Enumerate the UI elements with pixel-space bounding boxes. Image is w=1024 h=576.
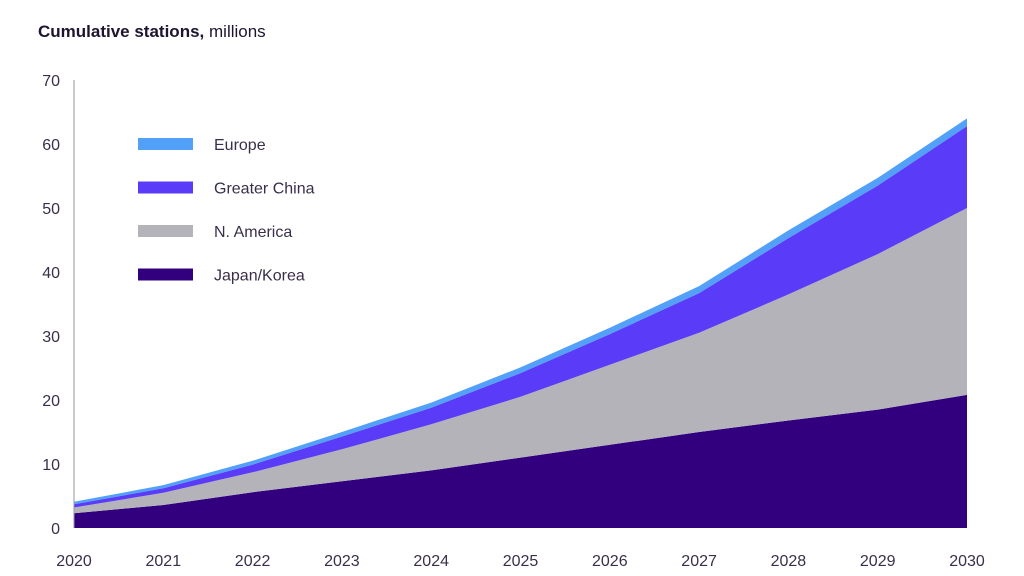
legend-label: Japan/Korea (214, 268, 305, 285)
legend-item-greater-china: Greater China (138, 181, 315, 198)
y-tick-label: 40 (42, 265, 60, 282)
x-tick-label: 2028 (771, 553, 807, 570)
x-axis-ticks: 2020 2021 2022 2023 2024 2025 2026 2027 2028 2029… (56, 553, 985, 570)
x-tick-label: 2021 (146, 553, 182, 570)
y-tick-label: 70 (42, 73, 60, 90)
x-tick-label: 2030 (949, 553, 985, 570)
x-tick-label: 2024 (413, 553, 449, 570)
area-japan-korea (74, 394, 967, 528)
x-tick-label: 2029 (860, 553, 896, 570)
y-tick-label: 60 (42, 137, 60, 154)
y-tick-label: 10 (42, 457, 60, 474)
legend-swatch (138, 225, 193, 237)
x-tick-label: 2025 (503, 553, 539, 570)
legend-swatch (138, 181, 193, 194)
y-tick-label: 50 (42, 201, 60, 218)
x-tick-label: 2023 (324, 553, 360, 570)
legend-item-europe: Europe (138, 137, 266, 154)
legend-item-japan-korea: Japan/Korea (138, 268, 305, 285)
x-tick-label: 2022 (235, 553, 271, 570)
x-tick-label: 2026 (592, 553, 628, 570)
y-tick-label: 0 (51, 521, 60, 538)
legend-item-n-america: N. America (138, 224, 292, 241)
area-series-group (74, 118, 967, 528)
area-n-america (74, 208, 967, 514)
y-tick-label: 30 (42, 329, 60, 346)
legend-label: Europe (214, 137, 266, 154)
chart-title: Cumulative stations, millions (38, 22, 266, 42)
chart-title-unit: millions (209, 22, 266, 41)
x-tick-label: 2020 (56, 553, 92, 570)
x-tick-label: 2027 (681, 553, 717, 570)
legend-swatch (138, 138, 193, 150)
legend-swatch (138, 268, 193, 281)
legend: Europe Greater China N. America Japan/Korea (138, 137, 315, 285)
legend-label: Greater China (214, 181, 315, 198)
y-tick-label: 20 (42, 393, 60, 410)
legend-label: N. America (214, 224, 292, 241)
chart-title-main: Cumulative stations, (38, 22, 205, 41)
y-axis-ticks: 0 10 20 30 40 50 60 70 (42, 73, 60, 538)
